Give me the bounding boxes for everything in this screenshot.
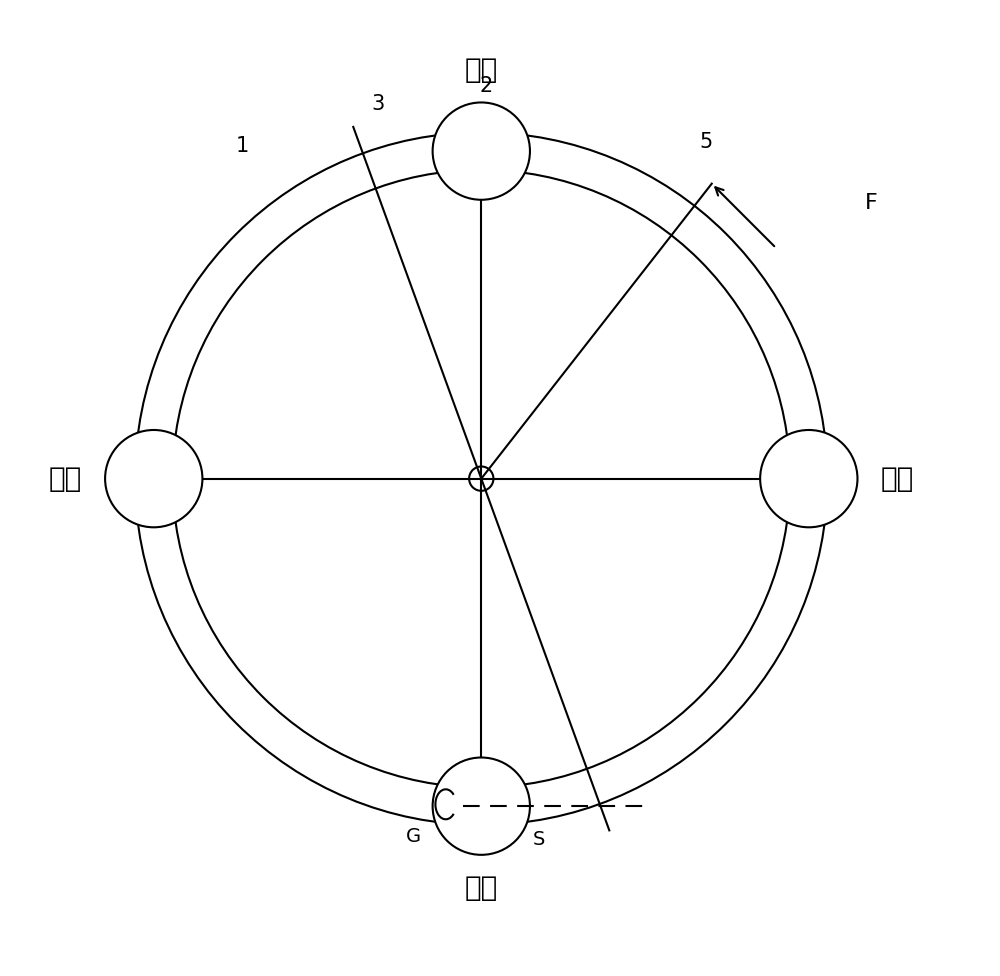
Text: 秋分: 秋分 <box>48 465 82 493</box>
Text: S: S <box>533 830 545 848</box>
Text: 2: 2 <box>479 75 493 96</box>
Text: 5: 5 <box>699 132 712 151</box>
Circle shape <box>433 102 530 200</box>
Circle shape <box>105 430 202 527</box>
Text: N: N <box>463 830 477 848</box>
Text: F: F <box>865 192 878 213</box>
Text: 夏至: 夏至 <box>465 56 498 84</box>
Text: 冬至: 冬至 <box>465 874 498 902</box>
Circle shape <box>433 757 530 855</box>
Text: 1: 1 <box>236 137 249 156</box>
Text: G: G <box>406 827 421 846</box>
Circle shape <box>760 430 857 527</box>
Text: 3: 3 <box>372 95 385 114</box>
Text: 春分: 春分 <box>881 465 914 493</box>
